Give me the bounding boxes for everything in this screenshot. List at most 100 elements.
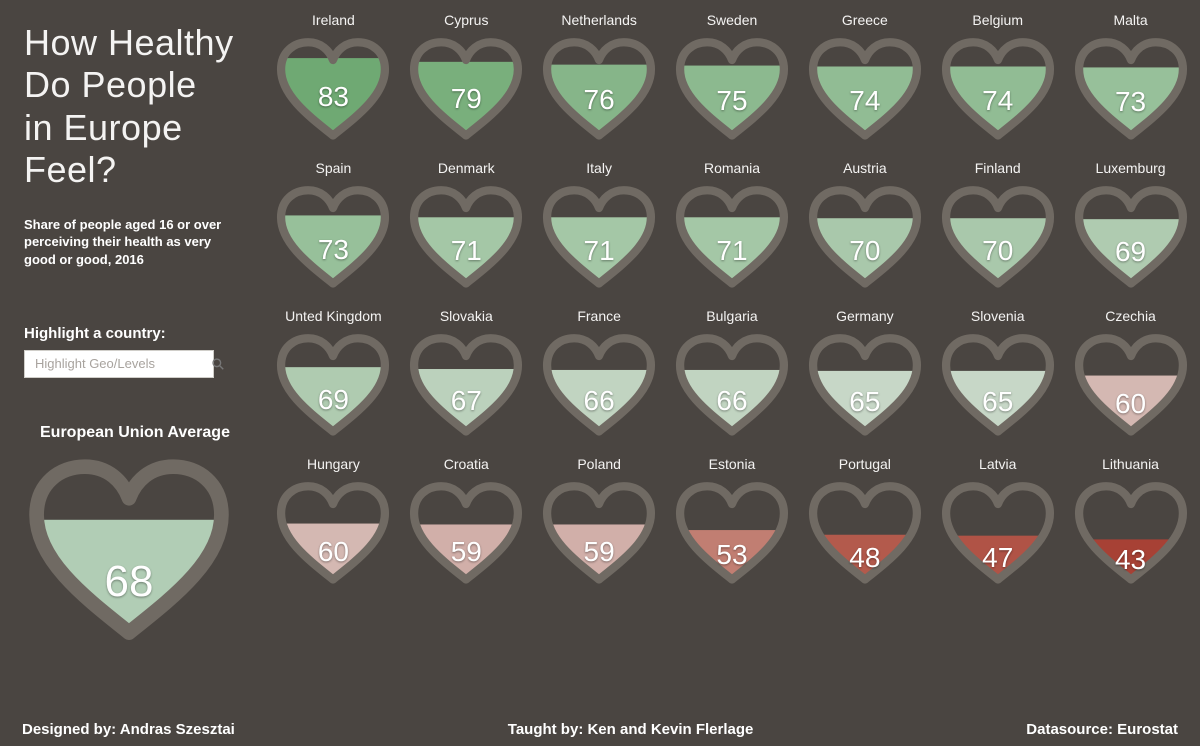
country-label: Luxemburg: [1096, 160, 1166, 176]
country-label: Hungary: [307, 456, 360, 472]
country-cell[interactable]: Czechia 60: [1067, 308, 1194, 438]
highlight-label: Highlight a country:: [24, 325, 256, 342]
country-cell[interactable]: Austria 70: [801, 160, 928, 290]
heart-value: 71: [584, 235, 615, 267]
country-cell[interactable]: Croatia 59: [403, 456, 530, 586]
country-cell[interactable]: Sweden 75: [669, 12, 796, 142]
heart-value: 47: [982, 542, 1013, 574]
country-label: Sweden: [707, 12, 758, 28]
search-icon: [211, 357, 225, 371]
heart-icon: 70: [806, 182, 924, 290]
country-cell[interactable]: Germany 65: [801, 308, 928, 438]
country-cell[interactable]: Luxemburg 69: [1067, 160, 1194, 290]
heart-icon: 76: [540, 34, 658, 142]
heart-value: 71: [716, 235, 747, 267]
country-label: Greece: [842, 12, 888, 28]
heart-value: 70: [849, 235, 880, 267]
country-label: Malta: [1113, 12, 1147, 28]
country-label: Cyprus: [444, 12, 488, 28]
country-label: Italy: [586, 160, 612, 176]
heart-value: 74: [982, 85, 1013, 117]
country-cell[interactable]: Greece 74: [801, 12, 928, 142]
heart-icon: 53: [673, 478, 791, 586]
country-cell[interactable]: Romania 71: [669, 160, 796, 290]
country-label: Germany: [836, 308, 894, 324]
heart-icon: 83: [274, 34, 392, 142]
heart-value: 69: [1115, 236, 1146, 268]
country-label: Lithuania: [1102, 456, 1159, 472]
heart-value: 68: [105, 557, 154, 607]
country-label: Romania: [704, 160, 760, 176]
country-label: Denmark: [438, 160, 495, 176]
avg-label: European Union Average: [24, 424, 256, 442]
heart-icon: 47: [939, 478, 1057, 586]
heart-value: 69: [318, 384, 349, 416]
country-cell[interactable]: Slovakia67: [403, 308, 530, 438]
heart-icon: 73: [1072, 34, 1190, 142]
page-title: How HealthyDo Peoplein EuropeFeel?: [24, 22, 256, 192]
country-grid: Ireland 83 Cyprus79 Netherlands 76 Sweden 75 Gr…: [270, 12, 1194, 586]
country-cell[interactable]: France 66: [536, 308, 663, 438]
footer: Designed by: Andras Szesztai Taught by: …: [0, 721, 1200, 738]
footer-taught-by: Taught by: Ken and Kevin Flerlage: [508, 721, 754, 738]
heart-icon: 75: [673, 34, 791, 142]
heart-value: 48: [849, 542, 880, 574]
country-label: Finland: [975, 160, 1021, 176]
heart-icon: 65: [806, 330, 924, 438]
country-cell[interactable]: Hungary 60: [270, 456, 397, 586]
country-cell[interactable]: Ireland 83: [270, 12, 397, 142]
country-cell[interactable]: Portugal 48: [801, 456, 928, 586]
heart-icon: 74: [806, 34, 924, 142]
country-label: Estonia: [709, 456, 756, 472]
country-cell[interactable]: Belgium 74: [934, 12, 1061, 142]
heart-value: 76: [584, 84, 615, 116]
search-input[interactable]: [35, 356, 211, 371]
heart-icon: 70: [939, 182, 1057, 290]
country-cell[interactable]: Spain73: [270, 160, 397, 290]
search-input-wrap[interactable]: [24, 350, 214, 378]
heart-icon: 71: [540, 182, 658, 290]
heart-value: 83: [318, 81, 349, 113]
heart-icon: 73: [274, 182, 392, 290]
country-cell[interactable]: Malta 73: [1067, 12, 1194, 142]
heart-value: 66: [584, 385, 615, 417]
heart-value: 59: [584, 536, 615, 568]
country-label: Czechia: [1105, 308, 1156, 324]
heart-icon: 60: [274, 478, 392, 586]
heart-icon: 60: [1072, 330, 1190, 438]
country-cell[interactable]: Bulgaria66: [669, 308, 796, 438]
heart-icon: 59: [407, 478, 525, 586]
country-label: Netherlands: [561, 12, 637, 28]
heart-value: 65: [849, 386, 880, 418]
heart-value: 75: [716, 85, 747, 117]
country-label: Austria: [843, 160, 887, 176]
heart-value: 67: [451, 385, 482, 417]
country-label: France: [577, 308, 621, 324]
heart-value: 71: [451, 235, 482, 267]
heart-value: 73: [1115, 86, 1146, 118]
footer-datasource: Datasource: Eurostat: [1026, 721, 1178, 738]
country-cell[interactable]: Lithuania 43: [1067, 456, 1194, 586]
country-cell[interactable]: Italy 71: [536, 160, 663, 290]
country-label: Croatia: [444, 456, 489, 472]
heart-value: 70: [982, 235, 1013, 267]
heart-icon: 74: [939, 34, 1057, 142]
country-cell[interactable]: Finland 70: [934, 160, 1061, 290]
heart-value: 43: [1115, 544, 1146, 576]
country-cell[interactable]: Unted Kingdom69: [270, 308, 397, 438]
country-cell[interactable]: Slovenia65: [934, 308, 1061, 438]
country-cell[interactable]: Netherlands 76: [536, 12, 663, 142]
country-label: Bulgaria: [706, 308, 757, 324]
country-cell[interactable]: Cyprus79: [403, 12, 530, 142]
country-label: Belgium: [972, 12, 1023, 28]
subtitle: Share of people aged 16 or over perceivi…: [24, 216, 234, 269]
heart-value: 65: [982, 386, 1013, 418]
country-cell[interactable]: Latvia 47: [934, 456, 1061, 586]
heart-icon: 71: [673, 182, 791, 290]
country-cell[interactable]: Denmark 71: [403, 160, 530, 290]
country-label: Latvia: [979, 456, 1016, 472]
country-cell[interactable]: Estonia 53: [669, 456, 796, 586]
country-label: Ireland: [312, 12, 355, 28]
country-cell[interactable]: Poland59: [536, 456, 663, 586]
country-label: Portugal: [839, 456, 891, 472]
